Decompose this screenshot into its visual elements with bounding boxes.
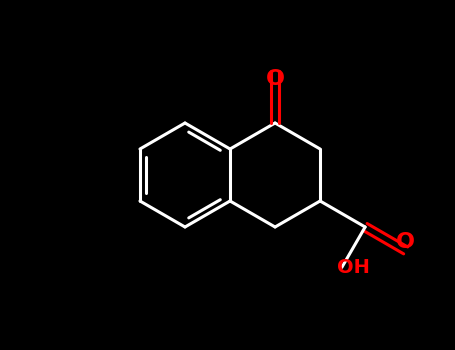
Text: O: O (266, 69, 284, 89)
Text: O: O (396, 232, 415, 252)
Text: OH: OH (337, 258, 370, 277)
